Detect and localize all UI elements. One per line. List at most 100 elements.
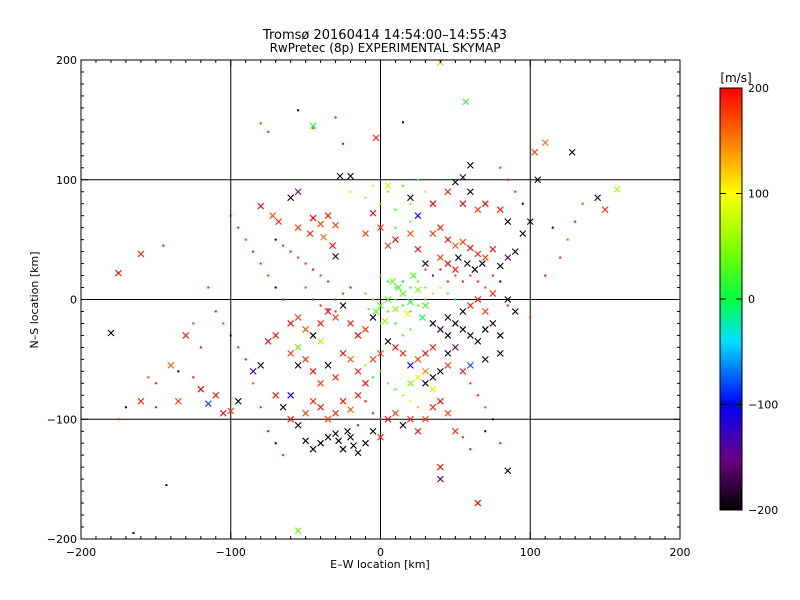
data-point-cross <box>339 445 347 453</box>
data-point-cross <box>481 355 489 363</box>
data-point-cross <box>444 260 452 267</box>
data-point-cross <box>429 373 437 381</box>
data-point-cross <box>437 224 444 232</box>
data-point-cross <box>174 397 182 405</box>
data-point-cross <box>444 314 452 321</box>
data-point-dot <box>439 286 442 289</box>
data-point-dot <box>342 292 345 295</box>
data-point-cross <box>197 385 205 393</box>
data-point-dot <box>267 274 270 277</box>
data-point-dot <box>165 484 168 487</box>
x-tick-label: 200 <box>670 546 691 559</box>
colorbar-ticks: 200 100 0 −100 −200 <box>720 82 778 517</box>
data-point-dot <box>177 370 180 373</box>
x-tick-label: −200 <box>66 546 96 559</box>
data-point-cross <box>496 349 504 357</box>
data-point-cross <box>451 427 459 435</box>
colorbar-tick-label: −200 <box>748 504 778 517</box>
data-point-cross <box>339 302 347 309</box>
data-point-cross <box>444 188 452 196</box>
data-point-cross <box>568 148 576 156</box>
data-point-cross <box>444 332 452 339</box>
data-point-cross <box>481 200 489 208</box>
data-point-dot <box>409 328 412 331</box>
data-point-cross <box>463 260 471 267</box>
data-point-cross <box>372 134 380 142</box>
data-point-cross <box>541 139 549 147</box>
data-point-cross <box>466 302 474 309</box>
data-point-cross <box>444 361 452 369</box>
data-point-dot <box>544 274 547 277</box>
data-point-dot <box>192 322 195 325</box>
data-point-dot <box>469 448 472 451</box>
data-point-cross <box>182 332 190 339</box>
data-point-cross <box>287 349 295 357</box>
data-point-cross <box>414 245 422 253</box>
data-points <box>107 60 621 535</box>
data-point-dot <box>506 304 509 307</box>
data-point-cross <box>384 242 392 250</box>
data-point-cross <box>372 308 380 315</box>
data-point-cross <box>474 338 482 345</box>
colorbar-tick-label: 0 <box>748 293 755 306</box>
data-point-cross <box>324 308 332 315</box>
data-point-cross <box>107 329 115 337</box>
data-point-cross <box>279 403 287 411</box>
data-point-dot <box>364 292 367 295</box>
data-point-cross <box>531 148 539 156</box>
data-point-cross <box>422 349 429 357</box>
data-point-dot <box>431 274 434 277</box>
colorbar-unit: [m/s] <box>720 71 751 85</box>
data-point-dot <box>289 250 292 253</box>
data-point-dot <box>244 238 247 241</box>
data-point-cross <box>481 308 489 315</box>
colorbar-tick-label: −100 <box>748 399 778 412</box>
data-point-dot <box>297 256 300 259</box>
data-point-cross <box>489 320 497 327</box>
axis-ticks: −200 −100 0 100 200 −200 −100 0 100 200 <box>47 54 691 559</box>
data-point-cross <box>287 391 295 399</box>
data-point-cross <box>317 220 324 228</box>
data-point-cross <box>437 475 444 483</box>
data-point-dot <box>312 127 315 130</box>
data-point-cross <box>167 361 175 369</box>
data-point-cross <box>613 185 621 193</box>
data-point-dot <box>431 292 434 295</box>
data-point-cross <box>407 361 414 369</box>
data-point-cross <box>377 302 384 309</box>
data-point-cross <box>444 409 452 417</box>
data-point-cross <box>302 409 310 417</box>
data-point-dot <box>566 238 569 241</box>
data-point-cross <box>481 326 489 333</box>
data-point-cross <box>212 391 220 399</box>
data-point-cross <box>362 230 369 238</box>
data-point-cross <box>414 373 422 381</box>
data-point-cross <box>354 367 362 375</box>
data-point-cross <box>309 214 317 222</box>
data-point-cross <box>466 161 474 169</box>
data-point-dot <box>484 406 487 409</box>
data-point-cross <box>444 236 452 244</box>
data-point-dot <box>207 286 210 289</box>
data-point-cross <box>354 332 362 339</box>
data-point-cross <box>287 320 295 327</box>
data-point-cross <box>437 367 444 375</box>
data-point-cross <box>466 188 474 196</box>
data-point-dot <box>551 226 554 229</box>
data-point-dot <box>401 121 404 124</box>
data-point-dot <box>297 109 300 112</box>
data-point-cross <box>511 248 519 255</box>
data-point-cross <box>474 250 482 258</box>
data-point-dot <box>154 406 157 409</box>
data-point-cross <box>350 442 357 449</box>
data-point-dot <box>312 298 315 301</box>
data-point-dot <box>491 418 494 421</box>
data-point-dot <box>461 436 464 439</box>
data-point-cross <box>347 406 354 414</box>
data-point-cross <box>466 332 474 339</box>
data-point-cross <box>324 415 332 423</box>
data-point-cross <box>264 338 272 345</box>
data-point-cross <box>496 262 504 270</box>
data-point-cross <box>466 361 474 369</box>
data-point-cross <box>336 172 344 180</box>
